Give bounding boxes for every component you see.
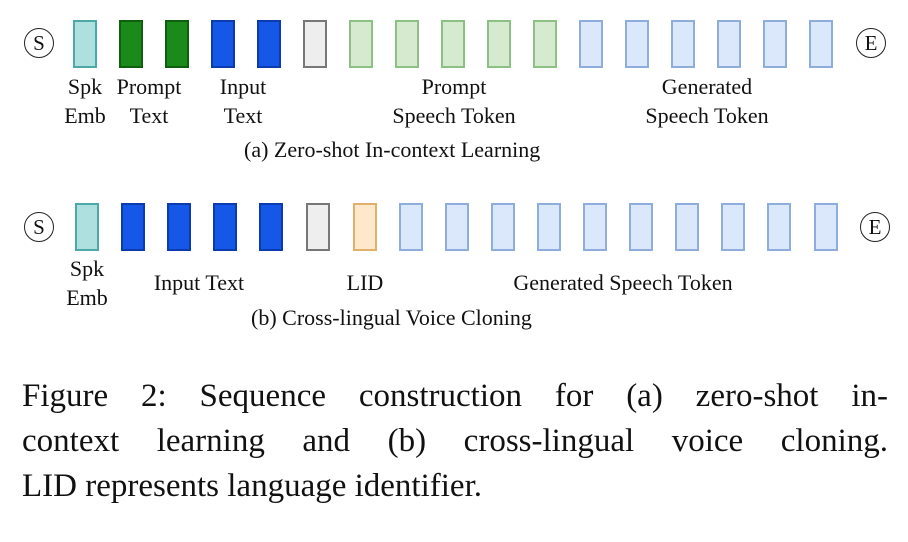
generated-speech-token	[537, 203, 561, 251]
generated-speech-token	[445, 203, 469, 251]
start-symbol-a: S	[24, 28, 54, 58]
label-generated-speech-token-b: Generated Speech Token	[513, 270, 733, 295]
subcaption-a: (a) Zero-shot In-context Learning	[244, 137, 541, 162]
end-symbol-a: E	[856, 28, 886, 58]
start-symbol-b: S	[24, 212, 54, 242]
generated-speech-token	[675, 203, 699, 251]
generated-speech-token	[399, 203, 423, 251]
input-text-token	[259, 203, 283, 251]
generated-speech-token	[814, 203, 838, 251]
separator-token	[303, 20, 327, 68]
subcaption-b: (b) Cross-lingual Voice Cloning	[251, 305, 532, 330]
generated-speech-token	[583, 203, 607, 251]
input-text-token	[213, 203, 237, 251]
prompt-speech-token	[487, 20, 511, 68]
generated-speech-token	[671, 20, 695, 68]
caption-line-2: context learning and (b) cross-lingual v…	[22, 423, 888, 459]
generated-speech-token	[629, 203, 653, 251]
input-text-token	[211, 20, 235, 68]
prompt-text-token	[165, 20, 189, 68]
label-generated-speech-token-a: Generated Speech Token	[645, 74, 769, 128]
prompt-speech-token	[441, 20, 465, 68]
prompt-speech-token	[395, 20, 419, 68]
generated-speech-token	[721, 203, 745, 251]
generated-speech-token	[717, 20, 741, 68]
speaker-embedding-token	[75, 203, 99, 251]
generated-speech-token	[625, 20, 649, 68]
generated-speech-token	[767, 203, 791, 251]
caption-line-3: LID represents language identifier.	[22, 468, 482, 504]
lid-token	[353, 203, 377, 251]
label-lid: LID	[346, 270, 384, 295]
separator-token	[306, 203, 330, 251]
generated-speech-token	[809, 20, 833, 68]
label-input-text-b: Input Text	[153, 270, 245, 295]
prompt-speech-token	[349, 20, 373, 68]
caption-line-1: Figure 2: Sequence construction for (a) …	[22, 378, 888, 414]
generated-speech-token	[579, 20, 603, 68]
prompt-text-token	[119, 20, 143, 68]
label-input-text-a: Input Text	[219, 74, 267, 128]
generated-speech-token	[763, 20, 787, 68]
input-text-token	[257, 20, 281, 68]
end-symbol-b: E	[860, 212, 890, 242]
prompt-speech-token	[533, 20, 557, 68]
label-spk-emb-b: Spk Emb	[66, 256, 108, 310]
speaker-embedding-token	[73, 20, 97, 68]
label-prompt-speech-token: Prompt Speech Token	[392, 74, 516, 128]
label-spk-emb-a: Spk Emb	[64, 74, 106, 128]
input-text-token	[167, 203, 191, 251]
generated-speech-token	[491, 203, 515, 251]
label-prompt-text: Prompt Text	[116, 74, 182, 128]
figure-caption: Figure 2: Sequence construction for (a) …	[22, 374, 888, 509]
input-text-token	[121, 203, 145, 251]
